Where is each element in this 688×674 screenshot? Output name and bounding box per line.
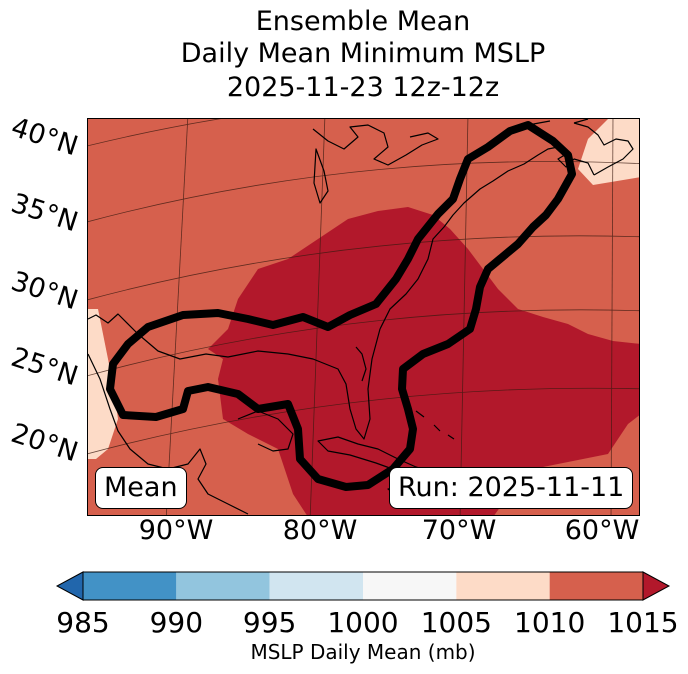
colorbar-tick-label: 1015 <box>607 606 679 639</box>
parallel-30 <box>88 235 639 301</box>
pressure-contour-outline <box>106 121 576 491</box>
colorbar-segment <box>269 572 363 600</box>
meridian-80 <box>309 119 326 515</box>
parallel-25 <box>88 309 639 377</box>
lat-label-40: 40°N <box>7 111 82 163</box>
colorbar-tick-label: 985 <box>56 606 110 639</box>
colorbar-tick-label: 990 <box>149 606 204 639</box>
lon-label-60: 60°W <box>564 515 640 546</box>
map-panel: Mean Run: 2025-11-11 <box>87 118 640 516</box>
colorbar-tick-label: 1010 <box>514 606 586 639</box>
lat-label-20: 20°N <box>7 417 82 469</box>
colorbar-tick-label: 1005 <box>420 606 492 639</box>
colorbar-label: MSLP Daily Mean (mb) <box>250 640 476 664</box>
colorbar <box>55 571 671 601</box>
coastline-mexico <box>88 353 249 515</box>
colorbar-segment <box>176 572 270 600</box>
lat-label-25: 25°N <box>7 341 82 393</box>
parallel-20 <box>88 387 639 455</box>
colorbar-segment <box>549 572 643 600</box>
title-line-1: Ensemble Mean <box>255 6 471 37</box>
coastline-lake-michigan <box>313 148 329 204</box>
colorbar-frame <box>82 571 644 601</box>
lon-label-90: 90°W <box>138 515 214 546</box>
lat-label-35: 35°N <box>7 187 82 239</box>
colorbar-extend-under <box>55 571 84 601</box>
mean-annotation: Mean <box>95 467 187 509</box>
run-date-annotation: Run: 2025-11-11 <box>389 467 634 509</box>
meridian-60 <box>610 119 614 515</box>
colorbar-tick-label: 1000 <box>327 606 399 639</box>
pressure-fill-low-core <box>208 207 639 515</box>
coastline-nova-scotia <box>573 122 634 176</box>
colorbar-segment <box>456 572 550 600</box>
pressure-fill-high-west <box>88 309 118 459</box>
map-svg <box>88 119 639 515</box>
lon-label-70: 70°W <box>421 515 497 546</box>
meridian-70 <box>459 119 469 515</box>
colorbar-segments <box>83 572 643 600</box>
coastline-great-lakes <box>312 124 439 166</box>
pressure-fill-high-northeast <box>578 119 639 185</box>
lon-label-80: 80°W <box>282 515 358 546</box>
coastline-gulf <box>88 313 381 440</box>
coastline-atlantic <box>379 146 595 330</box>
colorbar-segment <box>363 572 457 600</box>
title-line-3: 2025-11-23 12z-12z <box>226 72 500 103</box>
colorbar-tick-label: 995 <box>242 606 297 639</box>
coastline-bahamas <box>415 410 455 440</box>
colorbar-segment <box>83 572 177 600</box>
colorbar-extend-over <box>642 571 671 601</box>
parallel-40 <box>88 119 221 147</box>
lat-label-30: 30°N <box>7 265 82 317</box>
title-line-2: Daily Mean Minimum MSLP <box>180 38 546 69</box>
coastline-florida <box>355 346 367 382</box>
